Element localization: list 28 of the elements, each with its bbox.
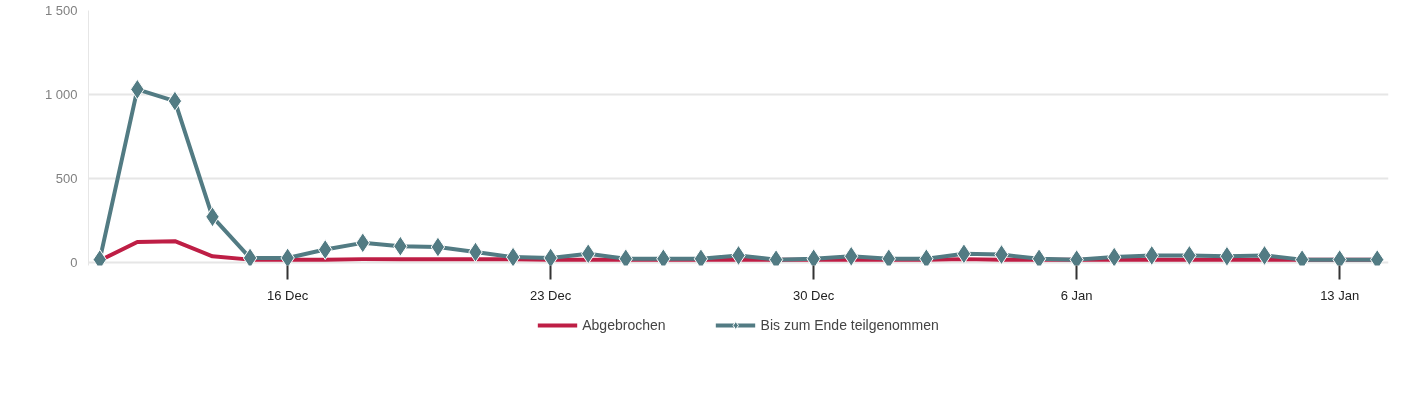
point — [919, 248, 934, 266]
point — [844, 245, 859, 266]
point — [505, 246, 521, 266]
x-tick-label: 16 Dec — [267, 287, 309, 303]
point — [881, 248, 896, 266]
point — [430, 236, 446, 258]
y-tick-label: 0 — [70, 254, 78, 270]
point — [280, 247, 295, 266]
point — [618, 248, 633, 266]
point — [806, 248, 821, 266]
point — [543, 247, 558, 266]
x-tick-label: 13 Jan — [1320, 287, 1360, 303]
point — [1031, 248, 1047, 266]
point — [656, 248, 671, 266]
point — [956, 243, 972, 265]
point — [242, 247, 258, 266]
legend-label: Abgebrochen — [582, 317, 666, 333]
point — [1219, 245, 1235, 266]
point — [167, 90, 183, 112]
y-tick-label: 1 000 — [44, 86, 78, 102]
point — [693, 248, 709, 266]
x-tick-label: 30 Dec — [793, 287, 835, 303]
y-tick-label: 500 — [55, 170, 78, 186]
x-tick-label: 6 Jan — [1060, 287, 1093, 303]
legend-label: Bis zum Ende teilgenommen — [760, 317, 939, 333]
point — [1107, 246, 1122, 266]
x-tick-label: 23 Dec — [530, 287, 572, 303]
y-tick-label: 1 500 — [44, 3, 78, 18]
